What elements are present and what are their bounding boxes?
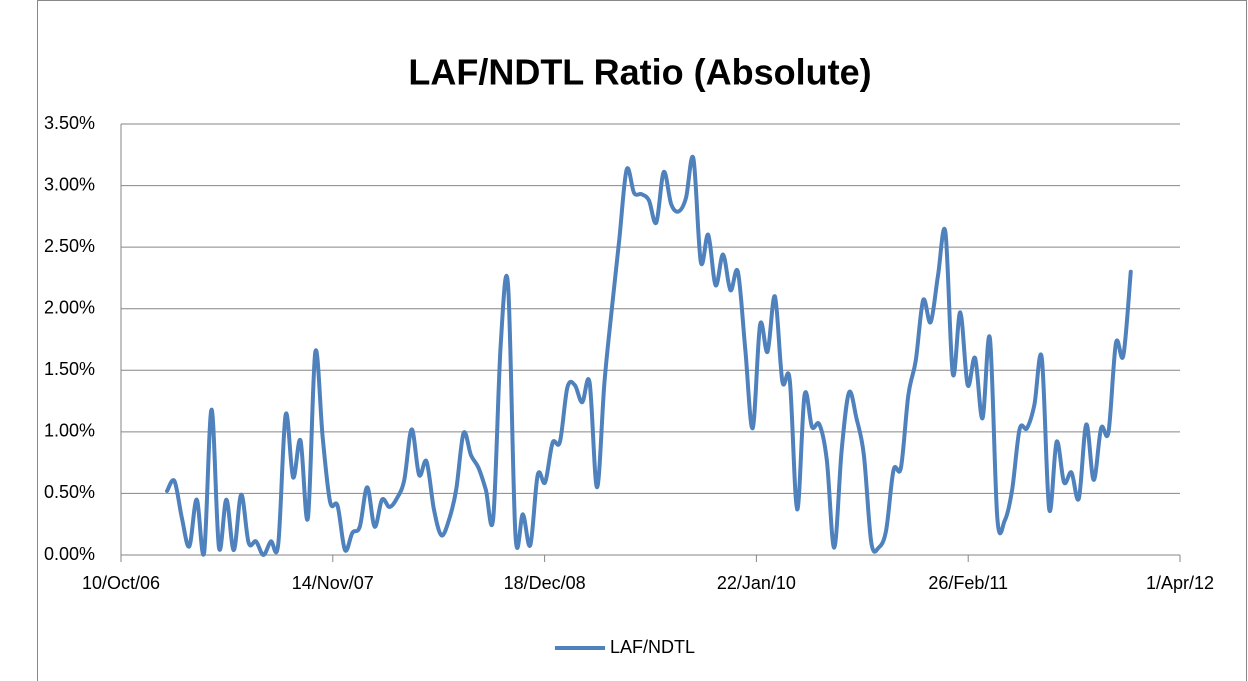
y-tick-label: 2.50% xyxy=(44,236,95,256)
legend-label: LAF/NDTL xyxy=(610,637,695,657)
x-tick-label: 26/Feb/11 xyxy=(928,573,1008,593)
y-tick-label: 0.50% xyxy=(44,482,95,502)
x-tick-label: 14/Nov/07 xyxy=(292,573,374,593)
chart-title: LAF/NDTL Ratio (Absolute) xyxy=(408,52,871,93)
series-line xyxy=(165,154,1133,557)
y-tick-label: 1.00% xyxy=(44,421,95,441)
y-tick-label: 1.50% xyxy=(44,359,95,379)
y-tick-label: 2.00% xyxy=(44,297,95,317)
y-tick-label: 3.50% xyxy=(44,113,95,133)
x-tick-label: 22/Jan/10 xyxy=(717,573,796,593)
y-tick-label: 3.00% xyxy=(44,174,95,194)
x-tick-label: 1/Apr/12 xyxy=(1146,573,1214,593)
x-tick-label: 18/Dec/08 xyxy=(504,573,586,593)
x-tick-label: 10/Oct/06 xyxy=(82,573,160,593)
y-tick-label: 0.00% xyxy=(44,544,95,564)
chart-frame xyxy=(37,0,1247,681)
